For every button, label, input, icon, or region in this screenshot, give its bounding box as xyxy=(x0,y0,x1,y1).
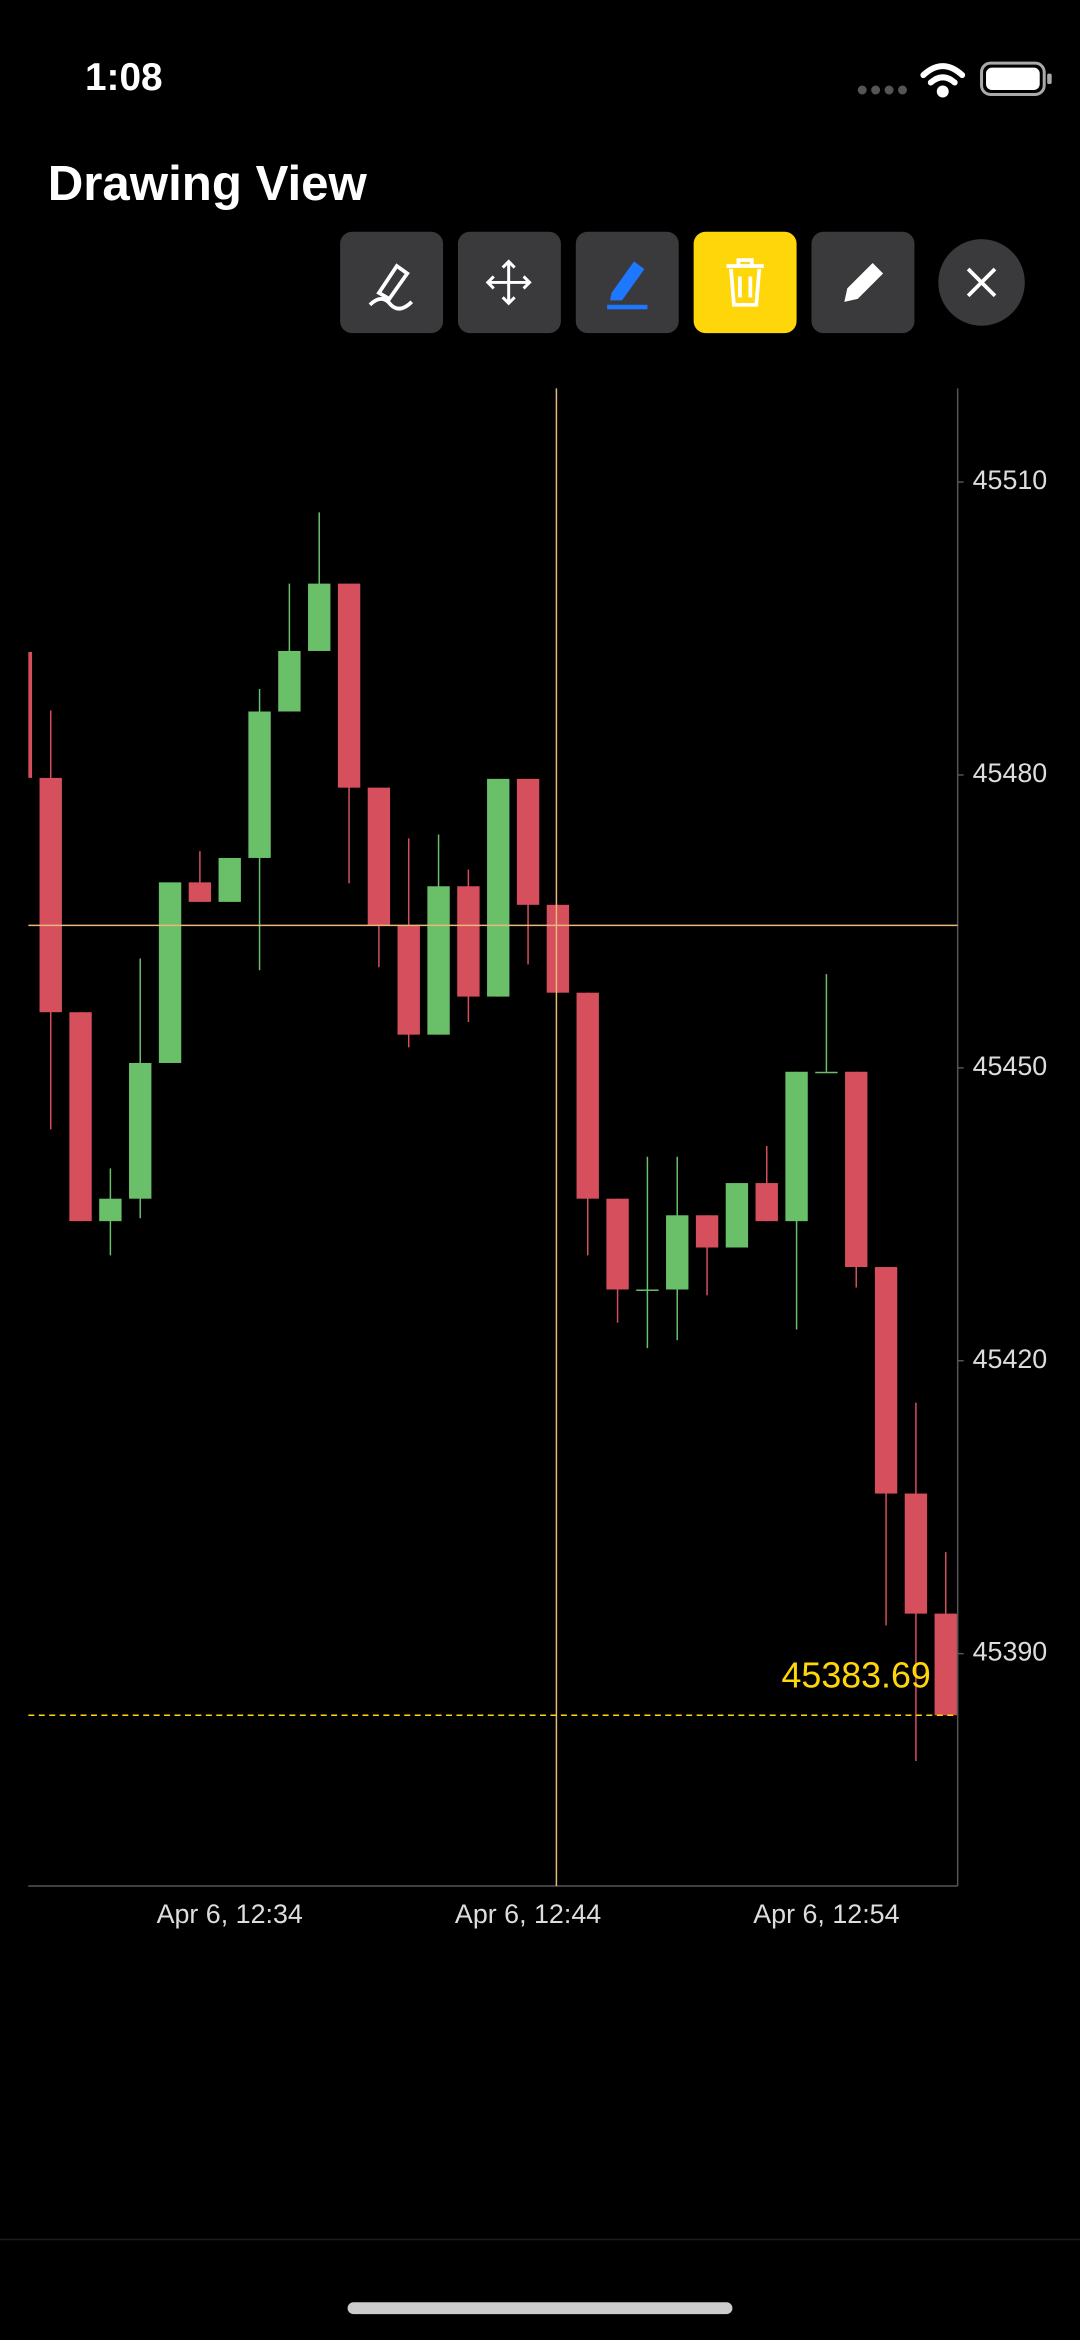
candle-body xyxy=(158,882,182,1063)
candle-body xyxy=(546,904,570,993)
tool-pencil[interactable] xyxy=(811,231,915,334)
candle-body xyxy=(457,886,480,997)
candle-body xyxy=(39,777,62,1013)
candle-body xyxy=(129,1062,152,1199)
candle-body xyxy=(874,1267,898,1494)
y-tick-label: 45510 xyxy=(973,465,1048,495)
y-tick-label: 45420 xyxy=(973,1344,1048,1374)
candle-body xyxy=(934,1613,957,1716)
tool-highlighter[interactable] xyxy=(575,231,679,334)
overlay: 45390 45420 45450 45480 45510 Apr 6, 12:34 Apr… xyxy=(28,465,1047,1929)
wifi-icon xyxy=(920,63,966,98)
home-indicator xyxy=(347,2302,733,2315)
y-tick-label: 45450 xyxy=(973,1051,1048,1081)
x-tick-label: Apr 6, 12:54 xyxy=(753,1899,899,1929)
candle-body xyxy=(636,1289,659,1291)
candle-body xyxy=(606,1198,629,1290)
tool-move[interactable] xyxy=(457,231,561,334)
candle-body xyxy=(785,1071,808,1222)
status-time: 1:08 xyxy=(85,56,163,99)
candle-body xyxy=(248,711,271,858)
candle-body xyxy=(666,1215,689,1290)
candle-body xyxy=(99,1198,122,1222)
y-tick-label: 45390 xyxy=(973,1637,1048,1667)
candle-body xyxy=(308,583,331,651)
close-button[interactable] xyxy=(938,239,1025,326)
candle-body xyxy=(516,778,540,905)
candles xyxy=(28,512,957,1762)
candle-body xyxy=(576,992,599,1199)
signal-icon xyxy=(857,85,907,95)
candle-body xyxy=(427,886,450,1035)
candle-body xyxy=(725,1183,749,1248)
y-tick-label: 45480 xyxy=(973,758,1048,788)
candle-body xyxy=(755,1183,778,1222)
page-title: Drawing View xyxy=(48,156,368,211)
battery-icon xyxy=(980,61,1052,96)
candle-body xyxy=(487,778,510,997)
candle-body xyxy=(69,1012,92,1222)
candle-body xyxy=(845,1071,868,1268)
candle-body xyxy=(815,1071,838,1074)
candle-body xyxy=(278,650,301,712)
candle-body xyxy=(397,925,420,1035)
candle-body xyxy=(218,857,241,902)
x-tick-label: Apr 6, 12:34 xyxy=(157,1899,303,1929)
candle-body xyxy=(337,583,361,788)
last-price-label: 45383.69 xyxy=(782,1655,931,1695)
candle-body xyxy=(904,1493,928,1614)
x-tick-label: Apr 6, 12:44 xyxy=(455,1899,601,1929)
candle-body xyxy=(695,1215,719,1248)
candle-body xyxy=(188,882,212,902)
candle-body xyxy=(367,787,391,926)
tool-delete[interactable] xyxy=(693,231,797,334)
tool-freehand[interactable] xyxy=(340,231,444,334)
candle-body xyxy=(28,651,33,778)
